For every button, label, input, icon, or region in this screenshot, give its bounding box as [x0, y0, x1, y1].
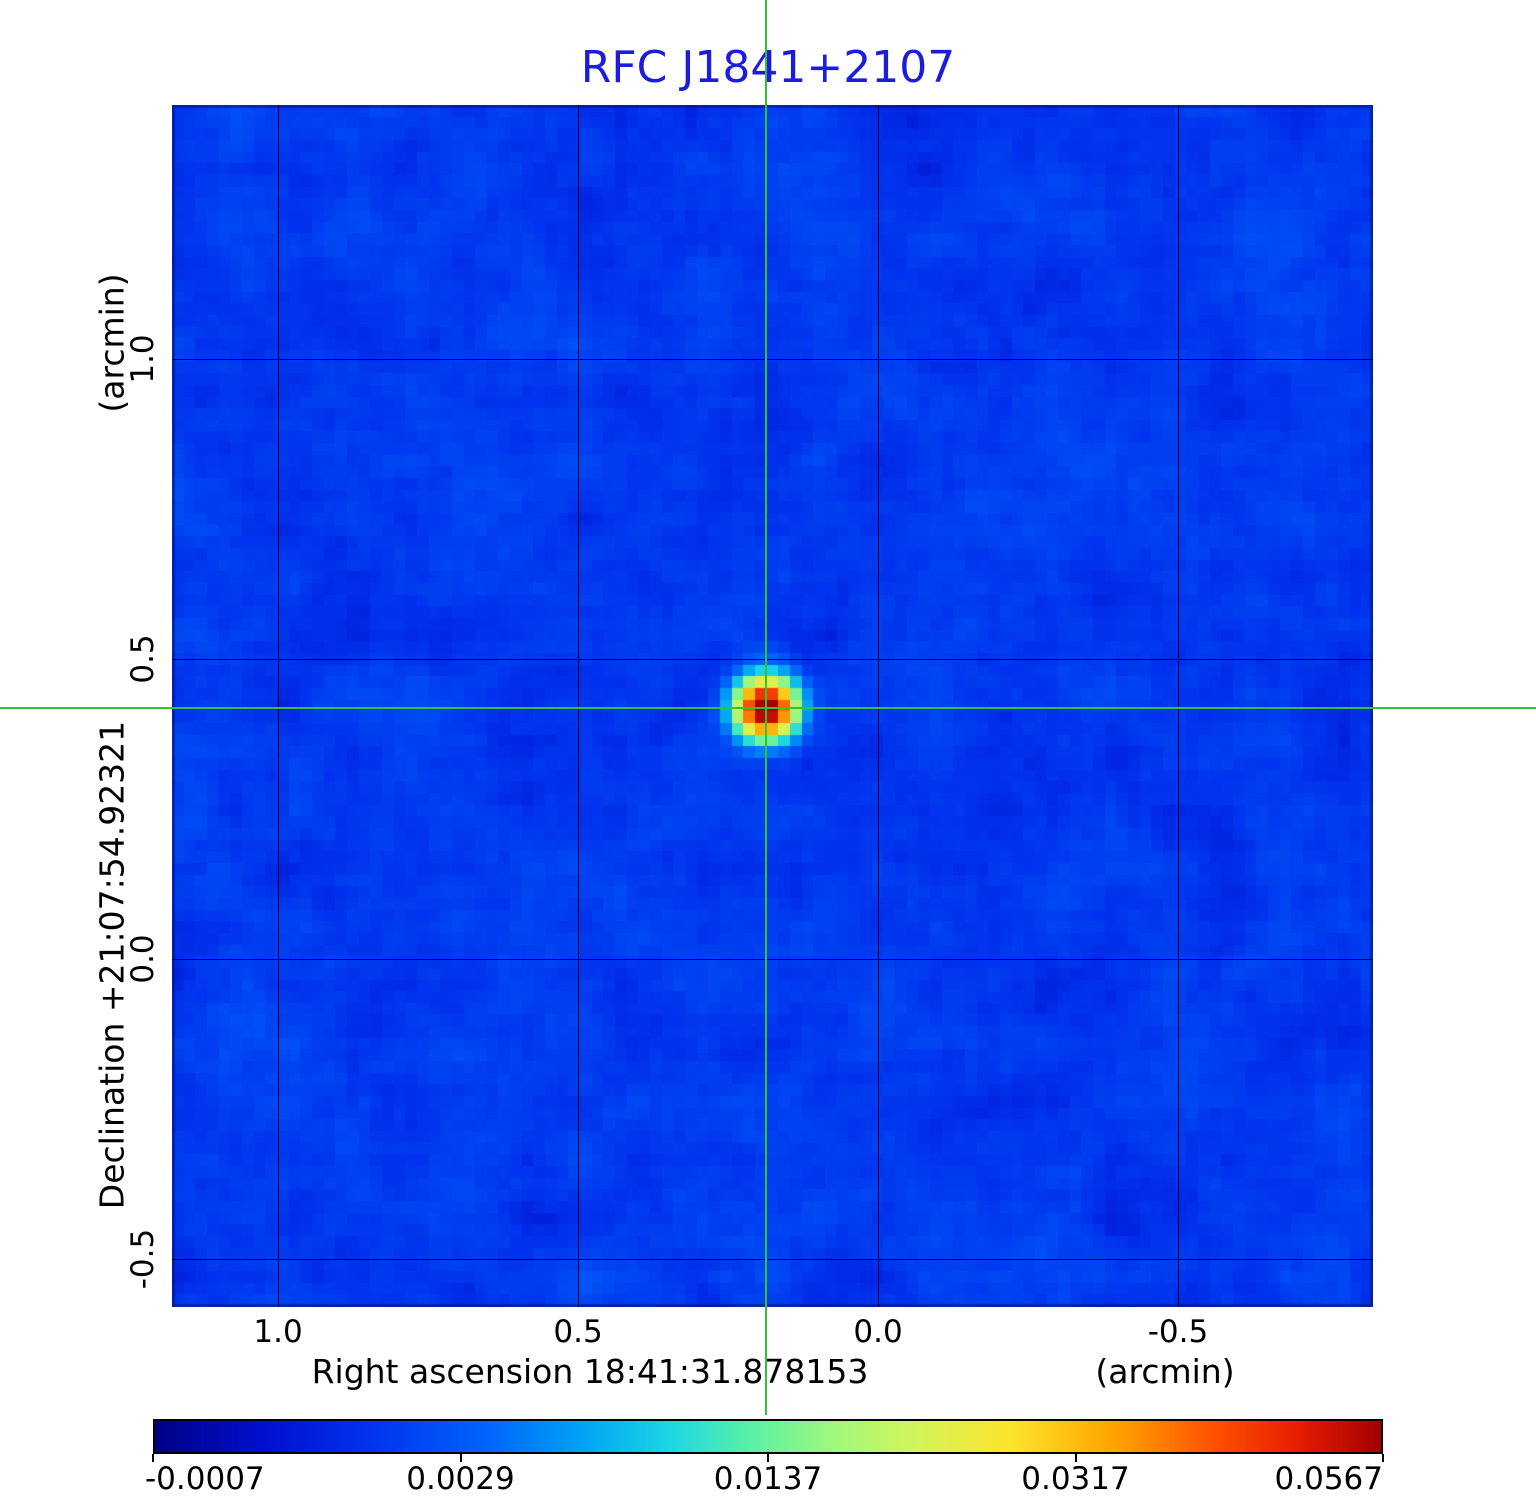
x-tick-label: 0.0	[853, 1314, 903, 1350]
x-gridline	[278, 105, 280, 1307]
x-axis-label: Right ascension 18:41:31.878153	[311, 1352, 869, 1391]
sky-map-plot	[172, 105, 1373, 1307]
y-gridline	[172, 358, 1373, 360]
x-gridline	[1177, 105, 1179, 1307]
colorbar-tick-label: 0.0567	[1274, 1461, 1383, 1497]
colorbar-tick	[1382, 1454, 1384, 1462]
colorbar-tick-label: -0.0007	[145, 1461, 265, 1497]
colorbar-tick	[767, 1454, 769, 1462]
colorbar-tick	[1074, 1454, 1077, 1462]
x-tick-label: -0.5	[1147, 1314, 1209, 1350]
colorbar-tick-label: 0.0029	[406, 1461, 515, 1497]
y-tick-label: -0.5	[125, 1228, 161, 1290]
y-gridline	[172, 1259, 1373, 1261]
colorbar	[153, 1419, 1383, 1454]
y-tick-label: 1.0	[125, 334, 161, 384]
colorbar-tick-label: 0.0317	[1021, 1461, 1130, 1497]
colorbar-tick	[152, 1454, 154, 1462]
page-title: RFC J1841+2107	[580, 42, 956, 93]
y-tick-label: 0.5	[125, 634, 161, 684]
y-gridline	[172, 659, 1373, 660]
y-tick-label: 0.0	[125, 934, 161, 984]
x-gridline	[878, 105, 880, 1307]
x-gridline	[578, 105, 580, 1307]
x-tick-label: 1.0	[253, 1314, 303, 1350]
colorbar-tick-label: 0.0137	[713, 1461, 823, 1497]
y-gridline	[172, 959, 1373, 961]
colorbar-tick	[459, 1454, 462, 1462]
crosshair-horizontal-line	[0, 707, 1536, 709]
x-axis-unit-label: (arcmin)	[1095, 1352, 1235, 1391]
x-tick-label: 0.5	[553, 1314, 603, 1350]
intensity-map-canvas	[172, 105, 1373, 1307]
